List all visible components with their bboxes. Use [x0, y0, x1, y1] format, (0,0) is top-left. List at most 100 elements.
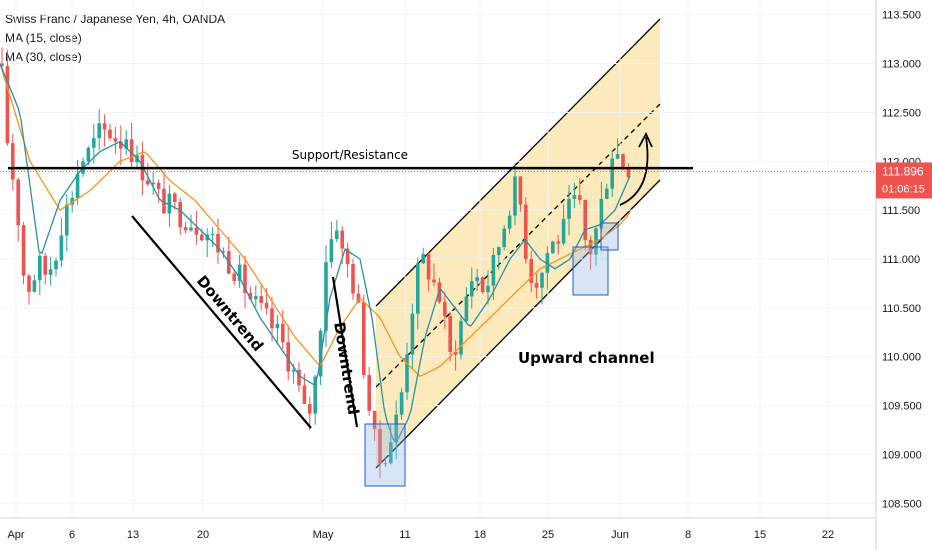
x-tick-label: 15	[754, 529, 766, 541]
ma15-line	[0, 63, 631, 444]
candle-body	[340, 230, 344, 249]
candle-body	[480, 277, 485, 293]
candle-body	[38, 255, 42, 281]
candle-body	[367, 375, 371, 411]
candle-body	[372, 410, 377, 430]
candle-body	[27, 275, 31, 292]
highlight-box[interactable]	[364, 423, 406, 487]
candle-body	[615, 154, 620, 159]
candle-body	[248, 293, 253, 300]
highlight-box[interactable]	[600, 222, 619, 251]
candle-body	[497, 247, 501, 256]
candle-body	[254, 296, 258, 300]
candle-body	[524, 204, 528, 260]
candle-body	[11, 143, 15, 180]
x-tick-label: 20	[197, 529, 209, 541]
candle-body	[626, 168, 631, 178]
candle-body	[486, 285, 490, 293]
legend-symbol[interactable]: Swiss Franc / Japanese Yen, 4h, OANDA	[5, 12, 226, 26]
support-resistance-label: Support/Resistance	[292, 148, 408, 162]
x-tick-label: Apr	[7, 529, 24, 541]
x-tick-label: Jun	[611, 529, 629, 541]
downtrend-line-1[interactable]	[131, 215, 312, 429]
legend-ma30[interactable]: MA (30, close)	[5, 50, 82, 64]
channel-fill	[376, 19, 660, 468]
candle-body	[194, 227, 199, 235]
candle-body	[281, 323, 285, 343]
projection-arrow[interactable]	[619, 136, 649, 206]
candle-body	[54, 260, 58, 270]
candle-body	[329, 239, 334, 263]
y-tick-label: 113.500	[882, 10, 921, 22]
candle-body	[86, 147, 91, 162]
candle-body	[75, 173, 80, 198]
candle-body	[59, 235, 64, 261]
candle-body	[567, 198, 571, 219]
downtrend-label-2: Downtrend	[330, 321, 362, 416]
y-tick-label: 111.000	[882, 254, 920, 266]
candle-body	[43, 255, 47, 275]
price-badge-value: 111.896	[882, 164, 924, 178]
candle-body	[426, 254, 431, 280]
candle-body	[146, 180, 150, 185]
y-tick-label: 112.500	[882, 107, 921, 119]
candle-body	[324, 262, 328, 331]
candle-body	[605, 188, 609, 199]
candle-body	[264, 302, 269, 309]
candle-body	[416, 263, 420, 314]
candle-body	[583, 199, 587, 241]
candle-body	[156, 182, 161, 189]
y-tick-label: 110.500	[882, 303, 921, 315]
candle-body	[102, 123, 107, 130]
candle-body	[270, 308, 274, 329]
candle-body	[405, 354, 409, 393]
candle-body	[453, 351, 458, 355]
candle-body	[578, 195, 582, 200]
candle-body	[183, 227, 188, 231]
candle-body	[302, 385, 307, 404]
x-tick-label: 18	[474, 529, 486, 541]
candle-body	[243, 264, 247, 294]
candle-body	[5, 65, 10, 144]
candle-body	[459, 320, 463, 355]
candle-body	[378, 429, 382, 464]
candle-body	[399, 392, 404, 415]
candle-body	[610, 158, 614, 189]
y-tick-label: 111.500	[882, 205, 920, 217]
candle-body	[221, 251, 226, 253]
candle-body	[232, 273, 236, 281]
candle-body	[259, 296, 263, 303]
x-tick-label: 6	[69, 529, 75, 541]
candle-body	[529, 259, 533, 284]
candle-body	[513, 176, 517, 216]
candle-body	[167, 193, 172, 214]
legend-ma15[interactable]: MA (15, close)	[5, 31, 82, 45]
candle-body	[432, 279, 436, 283]
candle-body	[178, 201, 182, 228]
downtrend-line-2[interactable]	[331, 276, 359, 428]
x-tick-label: May	[313, 529, 334, 541]
highlight-box[interactable]	[572, 246, 609, 296]
candle-body	[216, 233, 220, 253]
price-badge	[876, 162, 932, 199]
candle-body	[572, 195, 577, 199]
x-tick-label: 13	[127, 529, 139, 541]
candle-body	[48, 269, 53, 275]
y-tick-label: 113.000	[882, 59, 921, 71]
candle-body	[362, 302, 366, 376]
candle-body	[421, 254, 425, 264]
candle-body	[502, 228, 506, 248]
candle-body	[291, 369, 296, 372]
candle-body	[534, 283, 539, 288]
y-tick-label: 108.500	[882, 498, 922, 510]
candle-body	[21, 225, 26, 276]
y-tick-label: 109.000	[882, 449, 922, 461]
candle-body	[200, 234, 204, 241]
candle-body	[507, 215, 512, 229]
candle-body	[308, 403, 312, 414]
candle-body	[129, 139, 134, 163]
candle-body	[0, 63, 4, 66]
candles-layer	[0, 47, 631, 479]
candle-body	[448, 316, 452, 352]
